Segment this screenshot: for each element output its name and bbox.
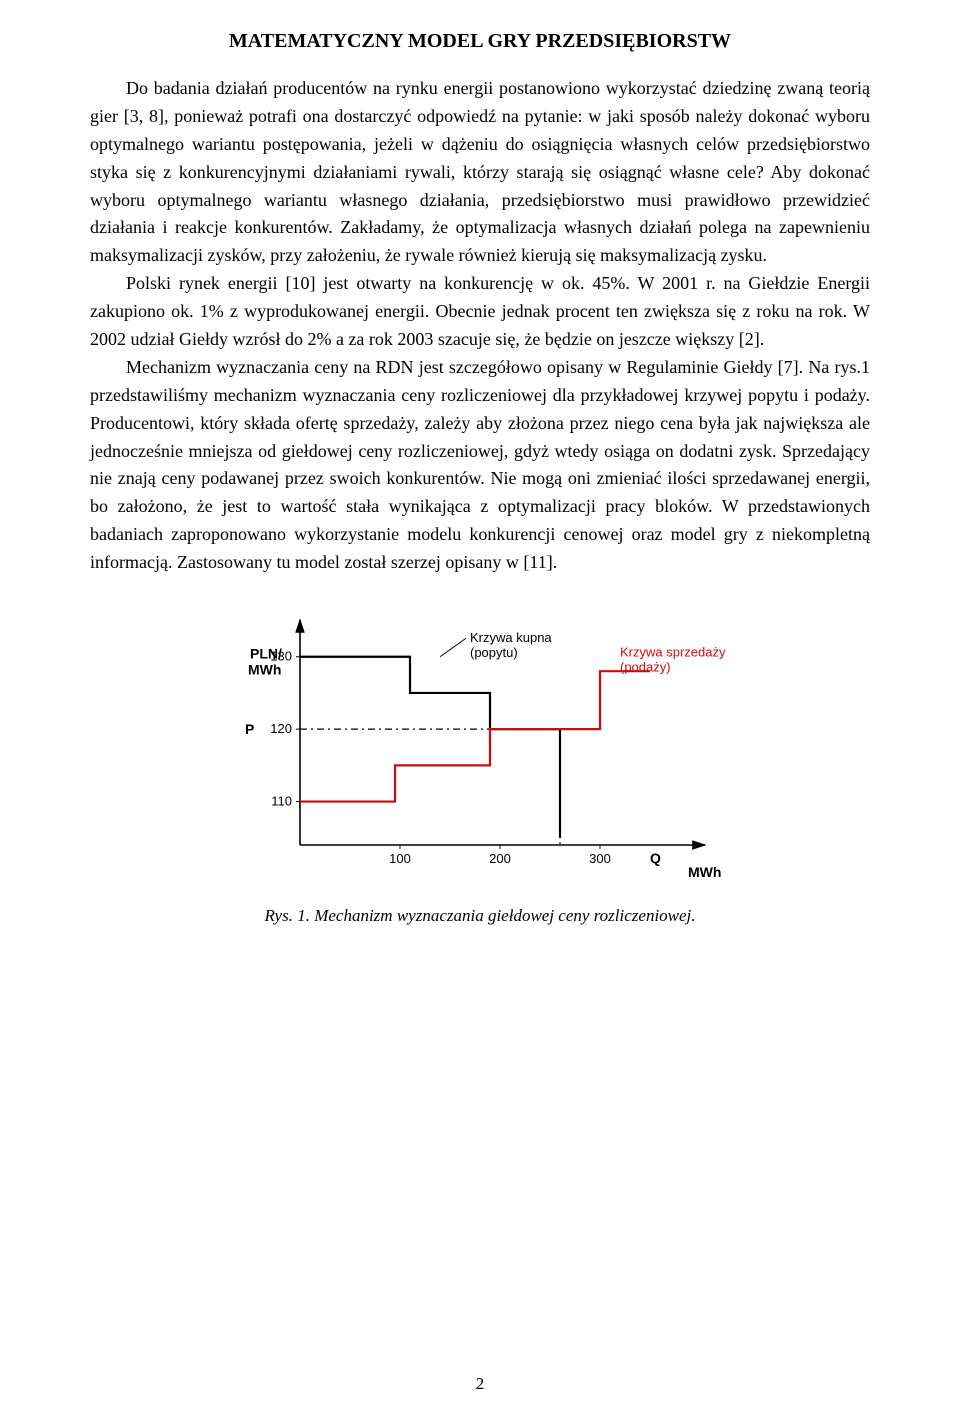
svg-text:Krzywa kupna: Krzywa kupna: [470, 630, 552, 645]
page: MATEMATYCZNY MODEL GRY PRZEDSIĘBIORSTW D…: [0, 0, 960, 1412]
section-title: MATEMATYCZNY MODEL GRY PRZEDSIĘBIORSTW: [90, 30, 870, 53]
figure-1: 110120130100200300PLN/MWhPQMWhKrzywa kup…: [90, 595, 870, 926]
svg-text:110: 110: [271, 794, 292, 809]
svg-text:200: 200: [489, 851, 511, 866]
paragraph-1: Do badania działań producentów na rynku …: [90, 75, 870, 270]
svg-text:120: 120: [270, 721, 292, 736]
svg-text:100: 100: [389, 851, 411, 866]
svg-text:MWh: MWh: [688, 864, 721, 880]
svg-text:P: P: [245, 721, 254, 737]
svg-text:MWh: MWh: [248, 662, 281, 678]
svg-text:Q: Q: [650, 850, 661, 866]
paragraph-3: Mechanizm wyznaczania ceny na RDN jest s…: [90, 354, 870, 577]
price-quantity-chart: 110120130100200300PLN/MWhPQMWhKrzywa kup…: [220, 595, 740, 895]
figure-1-caption: Rys. 1. Mechanizm wyznaczania giełdowej …: [90, 906, 870, 926]
page-number: 2: [0, 1374, 960, 1394]
svg-text:300: 300: [589, 851, 611, 866]
svg-text:Krzywa sprzedaży: Krzywa sprzedaży: [620, 645, 726, 660]
svg-text:(podaży): (podaży): [620, 660, 671, 675]
paragraph-2: Polski rynek energii [10] jest otwarty n…: [90, 270, 870, 354]
svg-text:(popytu): (popytu): [470, 645, 518, 660]
svg-text:PLN/: PLN/: [250, 646, 282, 662]
